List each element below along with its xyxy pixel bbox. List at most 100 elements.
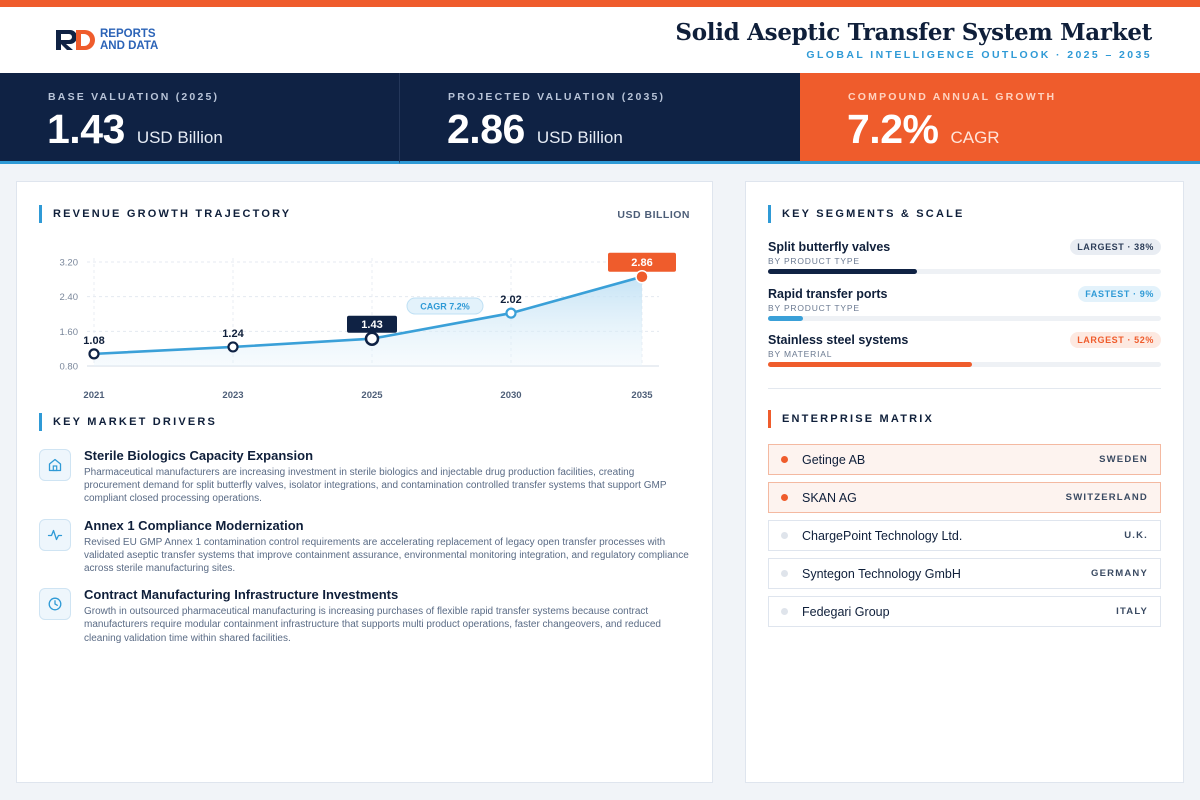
building-icon bbox=[39, 449, 71, 481]
kpi-unit: USD Billion bbox=[536, 128, 623, 147]
segment-badge: LARGEST · 52% bbox=[1070, 332, 1161, 348]
company-name: Syntegon Technology GmbH bbox=[802, 566, 961, 581]
segment-share-fill bbox=[768, 269, 918, 274]
kpi-label: COMPOUND ANNUAL GROWTH bbox=[848, 91, 1057, 103]
driver-description: Revised EU GMP Annex 1 contamination con… bbox=[84, 536, 689, 575]
enterprise-row[interactable]: Getinge AB SWEDEN bbox=[768, 444, 1161, 475]
kpi-unit: USD Billion bbox=[136, 128, 223, 147]
section-accent-bar bbox=[39, 205, 42, 223]
segment-share-track bbox=[768, 362, 1161, 367]
enterprise-row[interactable]: Syntegon Technology GmbH GERMANY bbox=[768, 558, 1161, 589]
y-tick-label: 0.80 bbox=[60, 362, 79, 373]
kpi-value: 7.2% bbox=[847, 106, 939, 152]
data-point bbox=[505, 307, 517, 319]
driver-item: Annex 1 Compliance Modernization Revised… bbox=[39, 517, 689, 576]
company-country: GERMANY bbox=[1091, 568, 1148, 579]
cagr-annotation: CAGR 7.2% bbox=[420, 302, 470, 312]
series-area bbox=[94, 276, 642, 366]
data-point bbox=[364, 331, 380, 346]
company-country: U.K. bbox=[1124, 530, 1148, 541]
segments-section-title: KEY SEGMENTS & SCALE bbox=[782, 208, 965, 220]
report-title-block: Solid Aseptic Transfer System Market GLO… bbox=[675, 19, 1152, 61]
chart-unit-label: USD BILLION bbox=[617, 209, 690, 221]
data-point bbox=[635, 269, 649, 284]
cagr-annotation-pill bbox=[406, 297, 484, 315]
kpi-projected-valuation: PROJECTED VALUATION (2035) 2.86 USD Billi… bbox=[400, 73, 800, 164]
logo-mark-icon bbox=[56, 30, 95, 50]
company-name: SKAN AG bbox=[802, 490, 857, 505]
highlight-value-box bbox=[347, 315, 397, 333]
segment-category: BY MATERIAL bbox=[768, 349, 833, 359]
logo-line-2: AND DATA bbox=[100, 40, 159, 52]
x-tick-label: 2025 bbox=[361, 390, 383, 401]
segment-badge: FASTEST · 9% bbox=[1078, 286, 1161, 302]
drivers-section-title: KEY MARKET DRIVERS bbox=[53, 416, 218, 428]
top-accent-bar bbox=[0, 0, 1200, 7]
segment-item: Split butterfly valves LARGEST · 38% BY … bbox=[768, 239, 1161, 274]
kpi-base-valuation: BASE VALUATION (2025) 1.43 USD Billion bbox=[0, 73, 400, 164]
segment-name: Rapid transfer ports bbox=[768, 287, 888, 301]
enterprise-row[interactable]: ChargePoint Technology Ltd. U.K. bbox=[768, 520, 1161, 551]
section-divider bbox=[768, 388, 1161, 389]
page-subtitle: GLOBAL INTELLIGENCE OUTLOOK · 2025 – 203… bbox=[806, 49, 1152, 61]
company-country: SWITZERLAND bbox=[1065, 492, 1148, 503]
company-country: ITALY bbox=[1116, 606, 1148, 617]
driver-title: Sterile Biologics Capacity Expansion bbox=[84, 448, 314, 463]
highlight-dot-icon bbox=[781, 494, 788, 501]
end-value-box bbox=[608, 252, 676, 272]
y-tick-label: 1.60 bbox=[60, 327, 79, 338]
segment-share-track bbox=[768, 269, 1161, 274]
page-header: REPORTS AND DATA Solid Aseptic Transfer … bbox=[0, 7, 1200, 73]
driver-item: Sterile Biologics Capacity Expansion Pha… bbox=[39, 448, 689, 506]
kpi-strip: BASE VALUATION (2025) 1.43 USD Billion PR… bbox=[0, 73, 1200, 164]
driver-description: Pharmaceutical manufacturers are increas… bbox=[84, 467, 667, 505]
company-country: SWEDEN bbox=[1099, 454, 1148, 465]
data-label: 2.02 bbox=[500, 294, 521, 306]
company-name: ChargePoint Technology Ltd. bbox=[802, 528, 963, 543]
section-accent-bar bbox=[768, 205, 771, 223]
driver-title: Contract Manufacturing Infrastructure In… bbox=[84, 587, 399, 603]
kpi-label: PROJECTED VALUATION (2035) bbox=[448, 91, 666, 103]
segment-badge: LARGEST · 38% bbox=[1070, 239, 1161, 255]
kpi-value: 2.86 bbox=[447, 106, 525, 152]
kpi-label: BASE VALUATION (2025) bbox=[48, 91, 220, 103]
x-tick-label: 2023 bbox=[222, 390, 243, 401]
segment-category: BY PRODUCT TYPE bbox=[768, 256, 860, 266]
segments-section-header: KEY SEGMENTS & SCALE bbox=[768, 205, 965, 223]
segment-category: BY PRODUCT TYPE bbox=[768, 303, 860, 313]
drivers-section-header: KEY MARKET DRIVERS bbox=[39, 413, 217, 431]
dot-icon bbox=[781, 608, 788, 615]
enterprise-row[interactable]: Fedegari Group ITALY bbox=[768, 596, 1161, 627]
enterprise-section-title: ENTERPRISE MATRIX bbox=[782, 413, 935, 425]
logo-line-1: REPORTS bbox=[100, 28, 156, 40]
x-tick-label: 2030 bbox=[500, 390, 521, 401]
growth-section-header: REVENUE GROWTH TRAJECTORY bbox=[39, 205, 291, 223]
clock-icon bbox=[39, 588, 71, 621]
section-accent-bar bbox=[39, 413, 42, 431]
highlight-dot-icon bbox=[781, 456, 788, 463]
growth-and-drivers-card: REVENUE GROWTH TRAJECTORY USD BILLION 0.… bbox=[16, 181, 713, 783]
dot-icon bbox=[781, 532, 788, 539]
drivers-list: Sterile Biologics Capacity Expansion Pha… bbox=[39, 448, 689, 658]
section-accent-bar bbox=[768, 410, 771, 428]
logo-wordmark: REPORTS AND DATA bbox=[100, 28, 158, 52]
data-label: 1.43 bbox=[361, 319, 382, 331]
data-label: 1.08 bbox=[83, 335, 104, 347]
driver-description: Growth in outsourced pharmaceutical manu… bbox=[84, 606, 661, 644]
brand-logo[interactable]: REPORTS AND DATA bbox=[54, 28, 158, 52]
segment-share-fill bbox=[768, 316, 804, 321]
segment-share-track bbox=[768, 316, 1161, 321]
revenue-growth-chart: 0.80 1.60 2.40 3.20 CAGR 7.2% 1.08 2021 1.24 202… bbox=[60, 252, 676, 401]
enterprise-row[interactable]: SKAN AG SWITZERLAND bbox=[768, 482, 1161, 513]
data-point bbox=[88, 348, 100, 360]
segments-and-enterprise-card: KEY SEGMENTS & SCALE Split butterfly val… bbox=[745, 181, 1184, 783]
enterprise-section-header: ENTERPRISE MATRIX bbox=[768, 410, 934, 428]
data-label: 1.24 bbox=[222, 328, 244, 340]
company-name: Fedegari Group bbox=[802, 604, 890, 619]
driver-title: Annex 1 Compliance Modernization bbox=[84, 517, 304, 533]
segment-name: Split butterfly valves bbox=[768, 240, 891, 254]
segment-item: Rapid transfer ports FASTEST · 9% BY PRO… bbox=[768, 286, 1161, 321]
x-tick-label: 2035 bbox=[631, 390, 653, 401]
page-title: Solid Aseptic Transfer System Market bbox=[675, 19, 1152, 46]
kpi-unit: CAGR bbox=[950, 128, 1000, 147]
